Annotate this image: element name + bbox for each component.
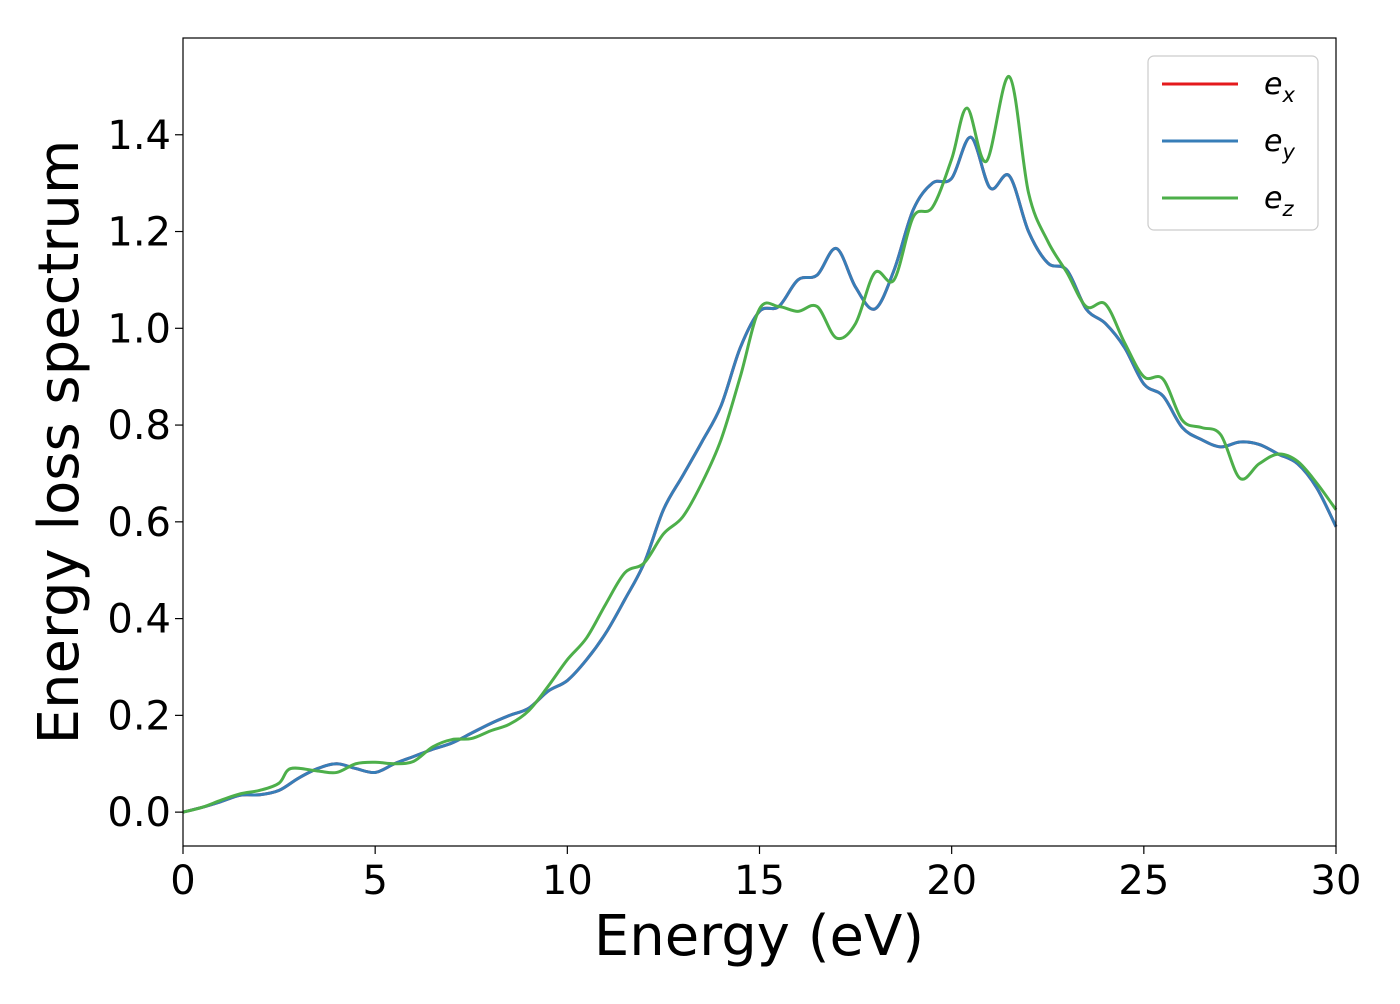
legend-label-z: ez bbox=[1264, 181, 1294, 221]
legend-label-x: ex bbox=[1264, 67, 1295, 107]
x-tick-label: 25 bbox=[1118, 858, 1169, 904]
x-tick-label: 20 bbox=[926, 858, 977, 904]
legend-label-y: ey bbox=[1264, 124, 1295, 164]
y-tick-label: 1.0 bbox=[107, 306, 171, 352]
y-tick-label: 0.4 bbox=[107, 597, 171, 643]
y-tick-label: 1.2 bbox=[107, 210, 171, 256]
series-line-e-x bbox=[182, 135, 1338, 814]
x-tick-label: 0 bbox=[170, 858, 195, 904]
legend-label-base: e bbox=[1264, 181, 1282, 216]
y-tick-label: 0.2 bbox=[107, 693, 171, 739]
x-axis-ticks: 0 5 10 15 20 25 30 bbox=[170, 846, 1361, 904]
legend-label-subscript: x bbox=[1281, 83, 1295, 107]
x-axis-title: Energy (eV) bbox=[594, 904, 924, 969]
series-layer bbox=[182, 75, 1338, 814]
y-axis-title: Energy loss spectrum bbox=[27, 140, 92, 745]
x-tick-label: 15 bbox=[734, 858, 785, 904]
y-tick-label: 0.8 bbox=[107, 403, 171, 449]
legend-label-base: e bbox=[1264, 124, 1282, 159]
legend-label-subscript: y bbox=[1281, 140, 1295, 164]
legend-box bbox=[1147, 55, 1319, 231]
x-tick-label: 30 bbox=[1311, 858, 1362, 904]
series-line-e-z bbox=[182, 75, 1338, 814]
legend-label-base: e bbox=[1264, 67, 1282, 102]
y-tick-label: 0.0 bbox=[107, 790, 171, 836]
series-line-e-y bbox=[182, 135, 1338, 814]
y-tick-label: 1.4 bbox=[107, 113, 171, 159]
x-tick-label: 5 bbox=[362, 858, 387, 904]
x-tick-label: 10 bbox=[542, 858, 593, 904]
y-tick-label: 0.6 bbox=[107, 500, 171, 546]
legend-label-subscript: z bbox=[1281, 197, 1294, 221]
y-axis-ticks: 0.0 0.2 0.4 0.6 0.8 1.0 1.2 1.4 bbox=[107, 113, 183, 836]
